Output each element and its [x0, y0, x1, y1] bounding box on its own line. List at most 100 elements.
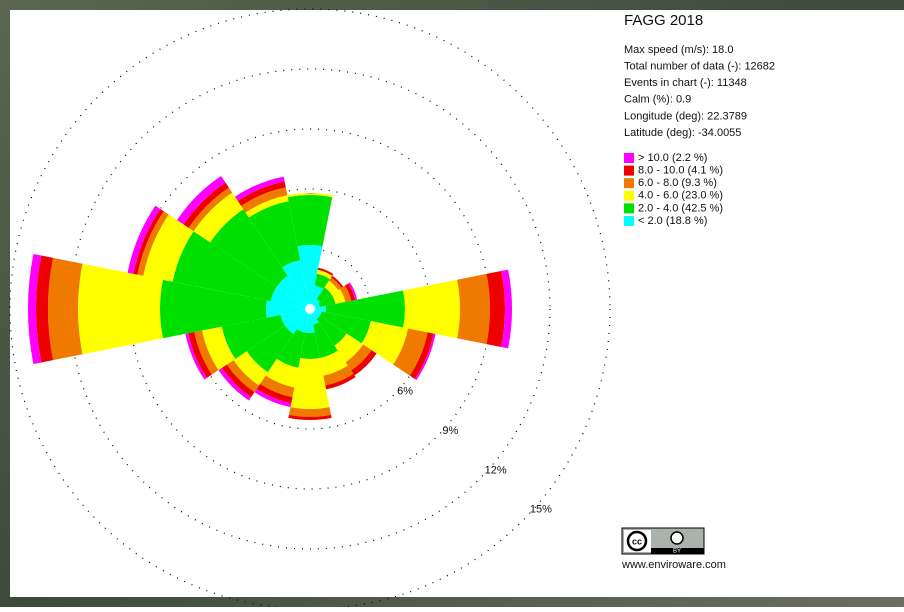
r-tick-label: 12% — [485, 464, 507, 476]
wedge — [265, 358, 299, 388]
wedge — [246, 325, 294, 373]
wedge — [280, 309, 310, 326]
wedge — [351, 350, 377, 376]
wedge — [36, 255, 54, 363]
legend-label: > 10.0 (2.2 %) — [638, 152, 707, 164]
wedge — [501, 269, 512, 349]
wedge — [334, 333, 364, 363]
wedge — [270, 286, 310, 309]
wedge — [245, 195, 289, 218]
wedge — [323, 365, 354, 386]
info-line: Max speed (m/s): 18.0 — [624, 44, 733, 56]
wedge — [325, 290, 405, 328]
wedge — [218, 367, 252, 401]
wedge — [319, 350, 348, 376]
wedge — [331, 288, 346, 304]
wedge — [403, 279, 461, 339]
wedge — [313, 322, 338, 359]
wedge — [300, 332, 320, 359]
wedge — [226, 360, 259, 393]
wedge — [143, 214, 194, 282]
wedge — [409, 332, 434, 380]
legend-label: < 2.0 (18.8 %) — [638, 215, 707, 227]
wedge — [176, 175, 226, 225]
wedge — [310, 285, 324, 309]
wedge — [319, 311, 371, 344]
wedge — [348, 282, 358, 301]
wedge — [310, 305, 326, 313]
legend-swatch — [624, 153, 634, 163]
wedge — [361, 321, 409, 365]
wedge — [248, 201, 301, 268]
info-line: Total number of data (-): 12682 — [624, 61, 775, 73]
wedge — [221, 364, 255, 398]
wedge — [288, 407, 332, 417]
wedge — [254, 388, 292, 408]
wedge — [324, 280, 339, 295]
wedge — [194, 330, 219, 375]
wedge — [221, 314, 286, 360]
wedge — [188, 187, 233, 232]
grid-ring — [9, 8, 611, 610]
wedge — [159, 279, 267, 339]
footer: www.enviroware.com — [621, 559, 726, 571]
wedge — [172, 231, 277, 302]
wedge — [137, 211, 169, 276]
legend-label: 6.0 - 8.0 (9.3 %) — [638, 177, 717, 189]
wedge — [316, 287, 332, 303]
badge-strip — [651, 548, 704, 554]
legend-label: 4.0 - 6.0 (23.0 %) — [638, 190, 723, 202]
wedge — [288, 414, 332, 420]
wedge — [414, 333, 436, 381]
wedge — [486, 270, 505, 348]
wedge — [241, 187, 288, 213]
wedge — [276, 275, 310, 309]
wedge — [185, 333, 207, 380]
wedge — [339, 285, 352, 302]
legend-label: 2.0 - 4.0 (42.5 %) — [638, 202, 723, 214]
wedge — [202, 326, 236, 371]
wedge — [276, 328, 306, 368]
wedge — [28, 253, 42, 365]
r-tick-label: 15% — [530, 504, 552, 516]
wedge — [210, 209, 288, 287]
badge-by: BY — [673, 549, 681, 555]
wedge — [328, 277, 342, 291]
wedge — [78, 263, 163, 355]
info-line: Calm (%): 0.9 — [624, 94, 691, 106]
wedge — [183, 182, 229, 228]
wedge — [237, 181, 286, 206]
wedge — [290, 358, 330, 409]
wedge — [316, 315, 347, 346]
info-line: Latitude (deg): -34.0055 — [624, 127, 741, 139]
wedge — [317, 267, 334, 276]
wedge — [259, 375, 295, 398]
legend-label: 8.0 - 10.0 (4.1 %) — [638, 165, 723, 177]
legend-swatch — [624, 216, 634, 226]
by-icon — [670, 531, 684, 545]
cc-icon — [626, 530, 648, 552]
legend-swatch — [624, 165, 634, 176]
license-badge: cc BY — [621, 527, 705, 555]
wedge — [127, 205, 161, 274]
r-tick-label: 9% — [442, 425, 458, 437]
wedge — [314, 273, 331, 290]
wedge — [282, 259, 310, 309]
legend-swatch — [624, 190, 634, 201]
info-line: Longitude (deg): 22.3789 — [624, 110, 747, 122]
wedge — [188, 332, 212, 378]
wedge — [133, 208, 164, 275]
wedge — [256, 383, 293, 404]
chart-title: FAGG 2018 — [624, 12, 703, 29]
wedge — [287, 193, 333, 198]
wedge — [331, 275, 344, 288]
wedge — [193, 192, 244, 243]
wedge — [317, 269, 333, 280]
wedge — [296, 309, 310, 333]
grid-ring — [69, 68, 551, 550]
wedge — [297, 245, 323, 309]
calm-circle — [305, 304, 315, 314]
wedge — [325, 373, 356, 390]
legend-swatch — [624, 178, 634, 189]
